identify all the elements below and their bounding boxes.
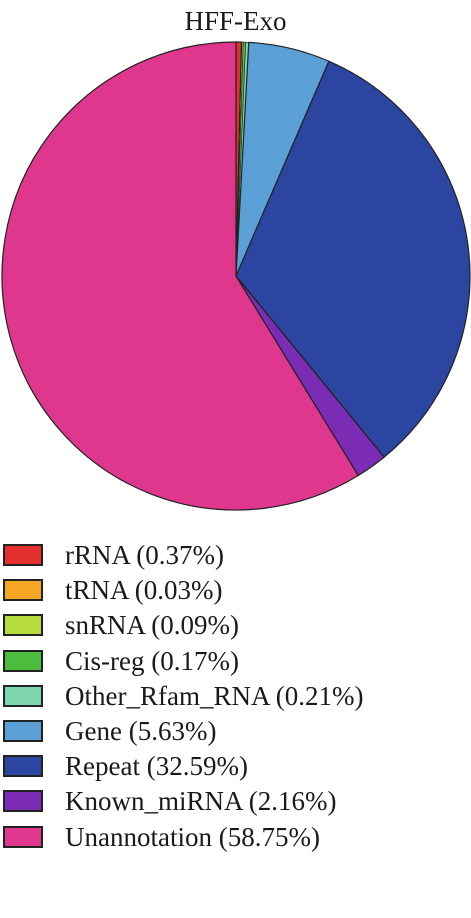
legend-label-3: Cis-reg (0.17%) (65, 645, 239, 676)
legend-swatch-3 (3, 649, 43, 672)
legend-swatch-5 (3, 720, 43, 742)
legend-swatch-4 (3, 684, 43, 707)
legend-swatch-2 (3, 614, 43, 637)
chart-title: HFF-Exo (184, 6, 287, 36)
legend-item-2: snRNA (0.09%) (3, 610, 239, 640)
legend-item-5: Gene (5.63%) (3, 716, 216, 746)
legend-label-5: Gene (5.63%) (65, 716, 217, 746)
legend-swatch-7 (3, 790, 43, 813)
legend-label-2: snRNA (0.09%) (65, 610, 239, 641)
legend-item-1: tRNA (0.03%) (3, 575, 223, 605)
legend-label-6: Repeat (32.59%) (65, 751, 248, 782)
pie-chart (1, 41, 471, 511)
legend-label-7: Known_miRNA (2.16%) (65, 786, 337, 817)
legend-item-0: rRNA (0.37%) (3, 540, 224, 570)
legend-swatch-8 (3, 825, 43, 848)
pie-slice-8 (1, 41, 359, 511)
legend-label-1: tRNA (0.03%) (65, 575, 223, 606)
legend-item-4: Other_Rfam_RNA (0.21%) (3, 681, 363, 711)
legend-label-4: Other_Rfam_RNA (0.21%) (65, 680, 364, 711)
legend-item-8: Unannotation (58.75%) (3, 822, 320, 852)
legend-item-7: Known_miRNA (2.16%) (3, 786, 337, 816)
legend-swatch-6 (3, 755, 43, 778)
legend-swatch-1 (3, 579, 43, 602)
legend-item-3: Cis-reg (0.17%) (3, 646, 239, 676)
legend-swatch-0 (3, 544, 43, 566)
legend-label-0: rRNA (0.37%) (65, 540, 224, 570)
legend-label-8: Unannotation (58.75%) (65, 821, 320, 852)
legend-item-6: Repeat (32.59%) (3, 751, 248, 781)
pie-slice-6 (235, 60, 471, 458)
